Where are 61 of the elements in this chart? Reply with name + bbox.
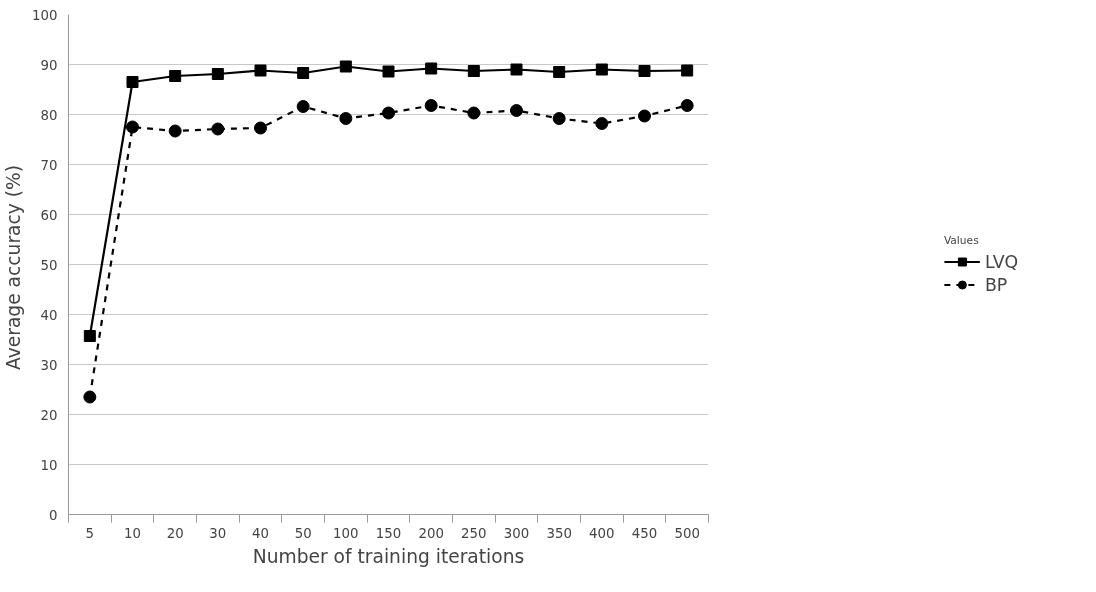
point — [169, 70, 182, 82]
point — [553, 66, 566, 78]
x-tick-label: 30 — [209, 525, 227, 541]
y-tick-label: 40 — [40, 307, 58, 323]
legend-title: Values — [943, 233, 980, 247]
point — [382, 106, 395, 120]
point — [595, 117, 609, 130]
point — [296, 100, 310, 113]
point — [424, 99, 438, 112]
legend-label: BP — [984, 274, 1008, 295]
y-tick-label: 80 — [40, 107, 58, 123]
x-tick-label: 20 — [166, 525, 184, 541]
point — [425, 62, 438, 75]
x-tick-label: 200 — [418, 525, 444, 541]
x-tick-label: 250 — [461, 525, 487, 541]
x-tick-label: 100 — [333, 525, 359, 541]
point — [254, 64, 267, 77]
x-tick-label: 150 — [375, 525, 402, 541]
point — [168, 124, 182, 138]
point — [83, 390, 97, 404]
point — [254, 121, 267, 135]
point — [510, 104, 523, 117]
x-tick-label: 300 — [503, 525, 530, 541]
point — [126, 120, 139, 134]
point — [595, 63, 608, 76]
y-tick-label: 70 — [40, 157, 58, 173]
x-tick-label: 400 — [589, 525, 615, 541]
x-axis-title: Number of training iterations — [252, 545, 525, 567]
point — [211, 68, 224, 80]
y-tick-label: 90 — [40, 57, 58, 73]
x-tick-label: 50 — [294, 525, 312, 541]
point — [638, 65, 651, 77]
point — [297, 67, 310, 79]
point — [552, 112, 566, 125]
point — [211, 122, 225, 136]
x-tick-label: 350 — [546, 525, 572, 541]
point — [382, 65, 395, 78]
y-tick-label: 100 — [32, 7, 58, 23]
x-tick-label: 500 — [674, 525, 700, 541]
y-axis-title: Average accuracy (%) — [3, 164, 25, 370]
point — [510, 63, 523, 76]
x-tick-label: 40 — [252, 525, 269, 541]
point — [339, 60, 352, 73]
point — [467, 106, 481, 120]
x-tick-label: 10 — [124, 525, 141, 541]
point — [467, 65, 480, 77]
y-tick-label: 50 — [40, 257, 58, 273]
point — [638, 109, 651, 123]
x-tick-label: 5 — [85, 525, 95, 541]
y-tick-label: 10 — [40, 457, 58, 473]
point — [680, 99, 694, 112]
legend-label: LVQ — [984, 251, 1019, 272]
y-tick-label: 20 — [40, 407, 58, 423]
point — [83, 330, 96, 342]
y-tick-label: 30 — [40, 357, 58, 373]
point — [339, 112, 353, 125]
x-tick-label: 450 — [631, 525, 658, 541]
y-tick-label: 60 — [40, 207, 58, 223]
point — [126, 76, 139, 88]
point — [681, 64, 694, 77]
y-tick-label: 0 — [49, 507, 58, 523]
